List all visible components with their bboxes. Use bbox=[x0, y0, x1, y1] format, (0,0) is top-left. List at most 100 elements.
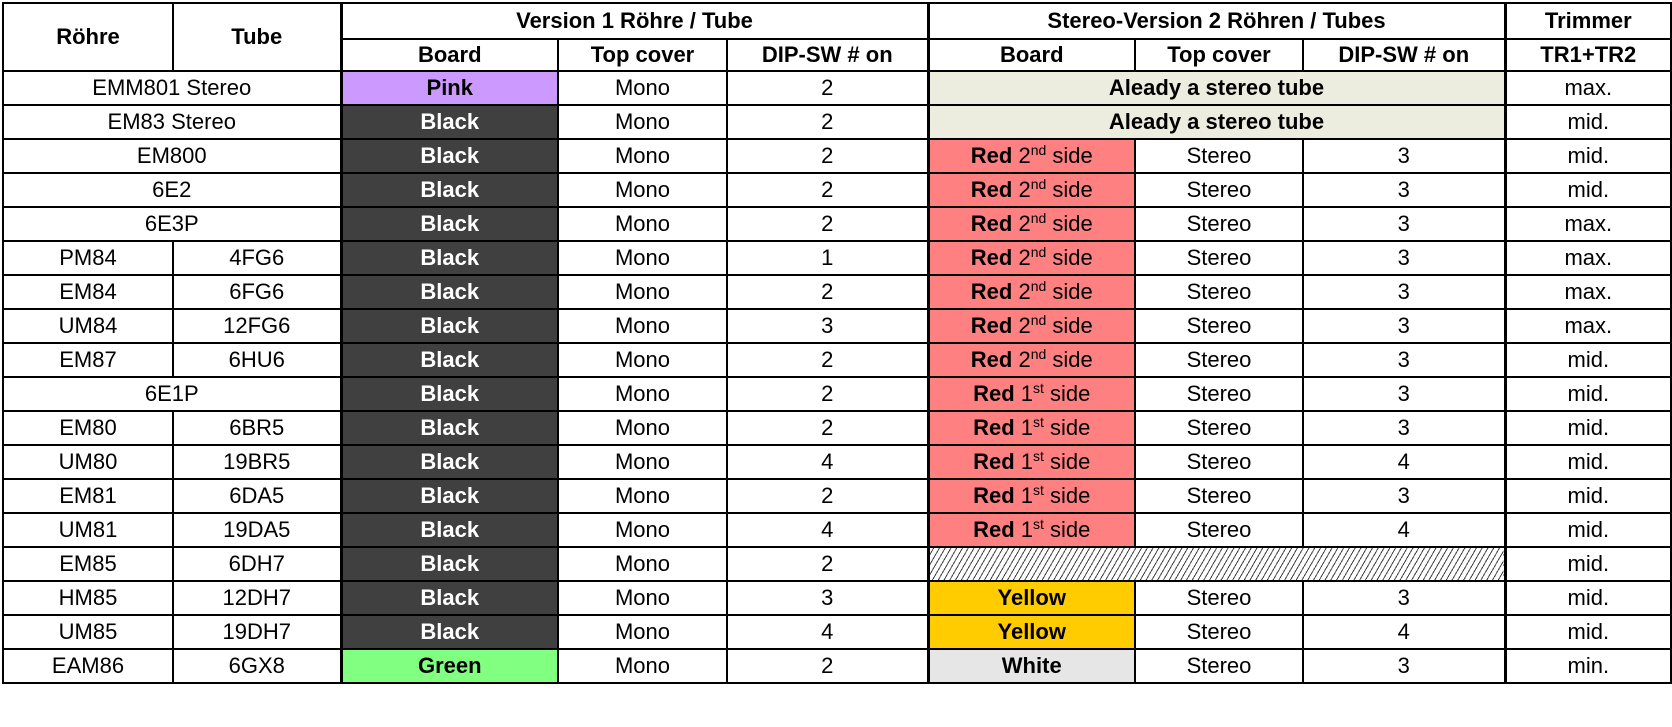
board-cell: Black bbox=[339, 240, 559, 276]
top-cover-cell: Mono bbox=[557, 308, 728, 344]
side-number: 2 bbox=[1018, 143, 1031, 168]
header-top-cover-stereo: Top cover bbox=[1134, 38, 1304, 72]
tube-cell: 6FG6 bbox=[172, 274, 342, 310]
ordinal-suffix: nd bbox=[1030, 142, 1047, 158]
trimmer-cell: mid. bbox=[1503, 172, 1672, 208]
board-cell: Black bbox=[339, 172, 559, 208]
stereo-dip-sw-cell: 3 bbox=[1301, 138, 1507, 174]
trimmer-cell: mid. bbox=[1503, 104, 1672, 140]
tube-cell: 6DH7 bbox=[172, 546, 342, 582]
tube-cell: 6BR5 bbox=[172, 410, 342, 446]
table-row: 6E2 Black Mono 2 Red 2nd side Stereo 3 mid. bbox=[2, 172, 1672, 208]
top-cover-cell: Mono bbox=[557, 70, 728, 106]
stereo-dip-sw-cell: 3 bbox=[1301, 240, 1507, 276]
stereo-board-cell: Red 1st side bbox=[926, 512, 1136, 548]
dip-sw-cell: 2 bbox=[726, 172, 929, 208]
top-cover-cell: Mono bbox=[557, 614, 728, 650]
rohre-cell: 6E2 bbox=[2, 172, 342, 208]
stereo-dip-sw-cell: 3 bbox=[1301, 206, 1507, 242]
stereo-note-cell: Aleady a stereo tube bbox=[926, 104, 1507, 140]
table-row: 6E3P Black Mono 2 Red 2nd side Stereo 3 max. bbox=[2, 206, 1672, 242]
board-color-label: Red bbox=[973, 415, 1015, 440]
side-number: 2 bbox=[1018, 245, 1031, 270]
table-body: EMM801 Stereo Pink Mono 2 Aleady a stereo tu… bbox=[2, 70, 1672, 684]
table-row: HM85 12DH7 Black Mono 3 Yellow Stereo 3 mid. bbox=[2, 580, 1672, 616]
board-cell: Black bbox=[339, 376, 559, 412]
board-color-label: Red bbox=[970, 245, 1013, 270]
stereo-top-cover-cell: Stereo bbox=[1134, 444, 1304, 480]
rohre-cell: EM83 Stereo bbox=[2, 104, 342, 140]
side-number: 1 bbox=[1020, 483, 1034, 508]
rohre-cell: 6E3P bbox=[2, 206, 342, 242]
trimmer-cell: mid. bbox=[1503, 138, 1672, 174]
stereo-board-cell: Red 1st side bbox=[926, 444, 1136, 480]
dip-sw-cell: 4 bbox=[726, 614, 929, 650]
side-label: side bbox=[1050, 381, 1091, 406]
board-cell: Black bbox=[339, 410, 559, 446]
side-number: 1 bbox=[1020, 415, 1034, 440]
side-label: side bbox=[1052, 313, 1093, 338]
rohre-cell: EM84 bbox=[2, 274, 174, 310]
trimmer-cell: max. bbox=[1503, 308, 1672, 344]
stereo-board-cell: Red 2nd side bbox=[926, 308, 1136, 344]
trimmer-cell: max. bbox=[1503, 206, 1672, 242]
table-row: EM84 6FG6 Black Mono 2 Red 2nd side Stereo 3 max… bbox=[2, 274, 1672, 310]
board-color-label: Red bbox=[970, 313, 1013, 338]
board-cell: Black bbox=[339, 580, 559, 616]
side-label: side bbox=[1050, 483, 1091, 508]
board-cell: Black bbox=[339, 478, 559, 514]
tube-cell: 6HU6 bbox=[172, 342, 342, 378]
stereo-board-cell: Yellow bbox=[926, 614, 1136, 650]
ordinal-suffix: st bbox=[1033, 380, 1044, 396]
rohre-cell: PM84 bbox=[2, 240, 174, 276]
stereo-board-cell: White bbox=[926, 648, 1136, 684]
dip-sw-cell: 2 bbox=[726, 546, 929, 582]
dip-sw-cell: 2 bbox=[726, 138, 929, 174]
stereo-board-cell: Red 2nd side bbox=[926, 172, 1136, 208]
stereo-board-cell: Red 1st side bbox=[926, 376, 1136, 412]
top-cover-cell: Mono bbox=[557, 206, 728, 242]
board-cell: Black bbox=[339, 206, 559, 242]
side-number: 2 bbox=[1018, 177, 1031, 202]
stereo-dip-sw-cell: 3 bbox=[1301, 376, 1507, 412]
header-tube: Tube bbox=[172, 2, 342, 72]
trimmer-cell: mid. bbox=[1503, 478, 1672, 514]
tube-cell: 19DH7 bbox=[172, 614, 342, 650]
stereo-board-cell: Red 2nd side bbox=[926, 274, 1136, 310]
trimmer-cell: mid. bbox=[1503, 614, 1672, 650]
stereo-top-cover-cell: Stereo bbox=[1134, 274, 1304, 310]
stereo-board-cell: Red 2nd side bbox=[926, 138, 1136, 174]
header-trimmer: Trimmer bbox=[1503, 2, 1672, 40]
table-row: EM800 Black Mono 2 Red 2nd side Stereo 3 mid. bbox=[2, 138, 1672, 174]
board-cell: Black bbox=[339, 104, 559, 140]
rohre-cell: EM81 bbox=[2, 478, 174, 514]
stereo-top-cover-cell: Stereo bbox=[1134, 614, 1304, 650]
rohre-cell: EMM801 Stereo bbox=[2, 70, 342, 106]
board-cell: Black bbox=[339, 274, 559, 310]
stereo-dip-sw-cell: 3 bbox=[1301, 342, 1507, 378]
board-color-label: Red bbox=[973, 449, 1015, 474]
dip-sw-cell: 3 bbox=[726, 308, 929, 344]
side-number: 2 bbox=[1018, 211, 1031, 236]
top-cover-cell: Mono bbox=[557, 648, 728, 684]
table-row: EAM86 6GX8 Green Mono 2 White Stereo 3 min. bbox=[2, 648, 1672, 684]
stereo-top-cover-cell: Stereo bbox=[1134, 138, 1304, 174]
trimmer-cell: max. bbox=[1503, 274, 1672, 310]
board-cell: Pink bbox=[339, 70, 559, 106]
trimmer-cell: min. bbox=[1503, 648, 1672, 684]
dip-sw-cell: 2 bbox=[726, 70, 929, 106]
tube-cell: 12FG6 bbox=[172, 308, 342, 344]
top-cover-cell: Mono bbox=[557, 104, 728, 140]
dip-sw-cell: 2 bbox=[726, 342, 929, 378]
side-number: 1 bbox=[1020, 449, 1034, 474]
stereo-dip-sw-cell: 4 bbox=[1301, 614, 1507, 650]
trimmer-cell: mid. bbox=[1503, 342, 1672, 378]
stereo-top-cover-cell: Stereo bbox=[1134, 376, 1304, 412]
stereo-board-cell: Red 2nd side bbox=[926, 206, 1136, 242]
table-row: EM87 6HU6 Black Mono 2 Red 2nd side Stereo 3 mid… bbox=[2, 342, 1672, 378]
header-dip-sw-stereo: DIP-SW # on bbox=[1301, 38, 1507, 72]
rohre-cell: 6E1P bbox=[2, 376, 342, 412]
table-row: EMM801 Stereo Pink Mono 2 Aleady a stereo tu… bbox=[2, 70, 1672, 106]
trimmer-cell: mid. bbox=[1503, 410, 1672, 446]
side-number: 2 bbox=[1018, 347, 1031, 372]
